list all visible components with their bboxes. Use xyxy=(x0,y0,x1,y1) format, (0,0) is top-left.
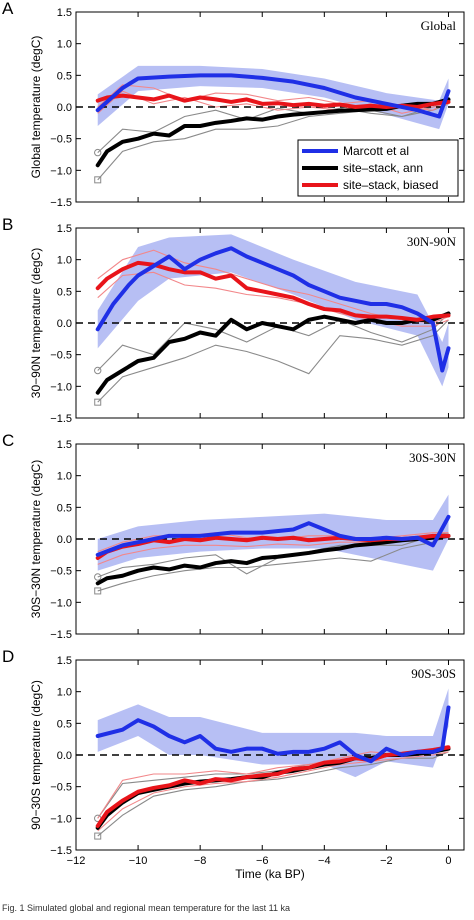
y-tick-label: −1.5 xyxy=(50,197,72,209)
series-marcott-line xyxy=(95,705,451,764)
y-tick-label: 1.0 xyxy=(57,687,72,699)
plot-area xyxy=(76,65,464,184)
y-tick-label: −0.5 xyxy=(50,782,72,794)
series-marcott-line xyxy=(95,514,451,557)
legend: Marcott et al site–stack, ann site–stack, … xyxy=(297,139,459,197)
square-marker xyxy=(94,832,102,840)
ann-variant-line xyxy=(97,103,449,181)
y-tick-label: 1.0 xyxy=(57,255,72,267)
x-tick-label: −10 xyxy=(129,855,148,867)
uncertainty-band xyxy=(97,688,449,778)
panel-letter: C xyxy=(2,431,14,450)
y-tick-label: 1.0 xyxy=(57,39,72,51)
panel-letter: D xyxy=(2,647,14,666)
region-label: Global xyxy=(421,18,457,33)
series-marcott-line xyxy=(95,73,451,119)
y-tick-label: 0.5 xyxy=(57,502,72,514)
series-biased-line xyxy=(95,93,451,109)
panel-d: −1.5 −1.0 −0.5 0.0 0.5 1.0 1.5 −12 −10 −8 −6 −4 −2 0 9… xyxy=(2,647,465,867)
series-ann-line xyxy=(95,311,451,395)
y-tick-label: −0.5 xyxy=(50,350,72,362)
y-tick-label: −1.0 xyxy=(50,597,72,609)
y-tick-label: −0.5 xyxy=(50,134,72,146)
x-tick-label: −4 xyxy=(318,855,331,867)
y-axis-label: 90−30S temperature (degC) xyxy=(29,680,43,830)
x-tick-label: 0 xyxy=(445,855,451,867)
x-axis-label: Time (ka BP) xyxy=(235,867,305,881)
y-tick-label: −1.5 xyxy=(50,845,72,857)
y-tick-label: −1.0 xyxy=(50,813,72,825)
series-ann-line xyxy=(95,533,451,586)
y-tick-label: 0.0 xyxy=(57,318,72,330)
region-label: 30S-30N xyxy=(409,450,457,465)
x-tick-label: −8 xyxy=(194,855,207,867)
y-tick-label: −1.5 xyxy=(50,413,72,425)
y-tick-label: −0.5 xyxy=(50,566,72,578)
y-axis-label: 30S−30N temperature (degC) xyxy=(29,460,43,618)
ann-variant-line xyxy=(97,319,449,403)
plot-area xyxy=(76,688,464,840)
panel-c: −1.5 −1.0 −0.5 0.0 0.5 1.0 1.5 30S-30N C 30S−30N … xyxy=(2,431,465,641)
series-biased-line xyxy=(95,745,451,828)
x-tick-label: −6 xyxy=(256,855,269,867)
y-tick-label: 0.0 xyxy=(57,750,72,762)
y-tick-label: 1.0 xyxy=(57,471,72,483)
legend-label: site–stack, ann xyxy=(343,161,423,175)
panel-b: −1.5 −1.0 −0.5 0.0 0.5 1.0 1.5 30N-90N B 30−90N t… xyxy=(2,215,465,425)
uncertainty-band xyxy=(97,234,449,387)
y-tick-label: 0.5 xyxy=(57,70,72,82)
y-axis-label: 30−90N temperature (degC) xyxy=(29,248,43,398)
y-tick-label: 1.5 xyxy=(57,7,72,19)
ann-variant-line xyxy=(97,535,449,592)
plot-area xyxy=(76,234,464,406)
circle-marker xyxy=(94,366,102,375)
panel-letter: A xyxy=(2,0,14,18)
y-tick-label: 1.5 xyxy=(57,655,72,667)
y-tick-label: 1.5 xyxy=(57,439,72,451)
square-marker xyxy=(94,176,102,184)
y-tick-label: −1.0 xyxy=(50,381,72,393)
figure: −1.5 −1.0 −0.5 0.0 0.5 1.0 1.5 Global A Global te… xyxy=(2,0,465,881)
square-marker xyxy=(94,398,102,406)
circle-marker xyxy=(94,573,102,581)
panel-a: −1.5 −1.0 −0.5 0.0 0.5 1.0 1.5 Global A Global te… xyxy=(2,0,465,209)
series-marcott-line xyxy=(95,246,451,373)
x-tick-label: −12 xyxy=(67,855,86,867)
circle-marker xyxy=(94,148,102,157)
y-tick-label: 0.5 xyxy=(57,286,72,298)
region-label: 30N-90N xyxy=(407,234,457,249)
y-tick-label: 1.5 xyxy=(57,223,72,235)
legend-label: site–stack, biased xyxy=(343,178,438,192)
y-tick-label: −1.5 xyxy=(50,629,72,641)
square-marker xyxy=(94,587,102,595)
x-tick-label: −2 xyxy=(380,855,393,867)
y-tick-label: 0.0 xyxy=(57,102,72,114)
biased-variant-line xyxy=(97,751,449,832)
uncertainty-band xyxy=(97,65,449,130)
y-tick-label: −1.0 xyxy=(50,165,72,177)
figure-caption: Fig. 1 Simulated global and regional mea… xyxy=(2,903,290,913)
region-label: 90S-30S xyxy=(411,666,456,681)
y-tick-label: 0.5 xyxy=(57,718,72,730)
series-biased-line xyxy=(95,260,451,322)
plot-area xyxy=(76,494,464,595)
y-axis-label: Global temperature (degC) xyxy=(29,36,43,179)
legend-label: Marcott et al xyxy=(343,144,409,158)
biased-variant-line xyxy=(97,90,449,114)
panel-letter: B xyxy=(2,215,13,234)
biased-variant-line xyxy=(97,271,449,327)
y-tick-label: 0.0 xyxy=(57,534,72,546)
